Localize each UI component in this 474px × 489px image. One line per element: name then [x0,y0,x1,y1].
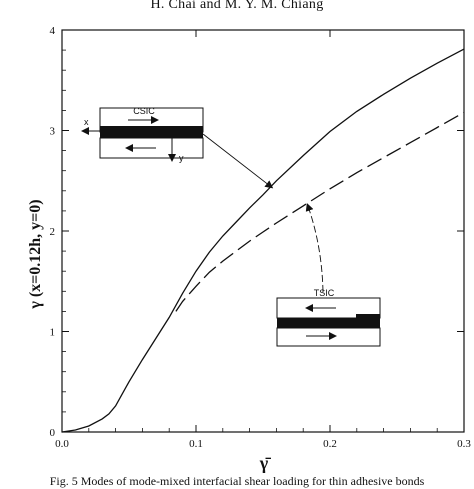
csic-inset-label: CSIC [133,106,155,116]
csic-y-axis-label: y [179,153,184,163]
csic-x-axis-label: x [84,117,89,127]
csic-pointer-arrow [202,133,274,189]
tsic-adhesive-layer [277,318,380,328]
y-axis-label: γ (x=0.12h, y=0) [27,199,44,309]
x-tick-label: 0.1 [189,438,203,450]
y-tick-label: 4 [50,25,56,37]
plot-frame [61,29,465,433]
x-tick-label: 0.2 [323,438,337,450]
y-tick-label: 3 [50,126,56,138]
x-axis-label: γ̄ [259,453,271,473]
tsic-adhesive-step [356,314,380,318]
series-line-csic [61,48,465,433]
y-tick-label: 1 [50,327,56,339]
csic-inset: CSIC x y [81,106,204,163]
series-line-tsic [175,111,465,312]
series-layer [61,48,465,433]
figure-caption: Fig. 5 Modes of mode-mixed interfacial s… [49,474,425,488]
tsic-inset-label: TSIC [314,288,335,298]
axis-ticks: 0.0 0.1 0.2 0.3 0 1 2 3 4 [50,25,472,450]
y-tick-label: 2 [50,226,56,238]
x-tick-label: 0.3 [457,438,471,450]
y-tick-label: 0 [50,427,56,439]
x-tick-label: 0.0 [55,438,69,450]
tsic-pointer-arrow [305,202,324,293]
tsic-inset-box-lower [276,327,381,347]
csic-adhesive-layer [100,126,203,138]
csic-inset-box-lower [99,137,204,159]
page-header: H. Chai and M. Y. M. Chiang [150,0,324,12]
tsic-inset: TSIC [276,288,381,347]
